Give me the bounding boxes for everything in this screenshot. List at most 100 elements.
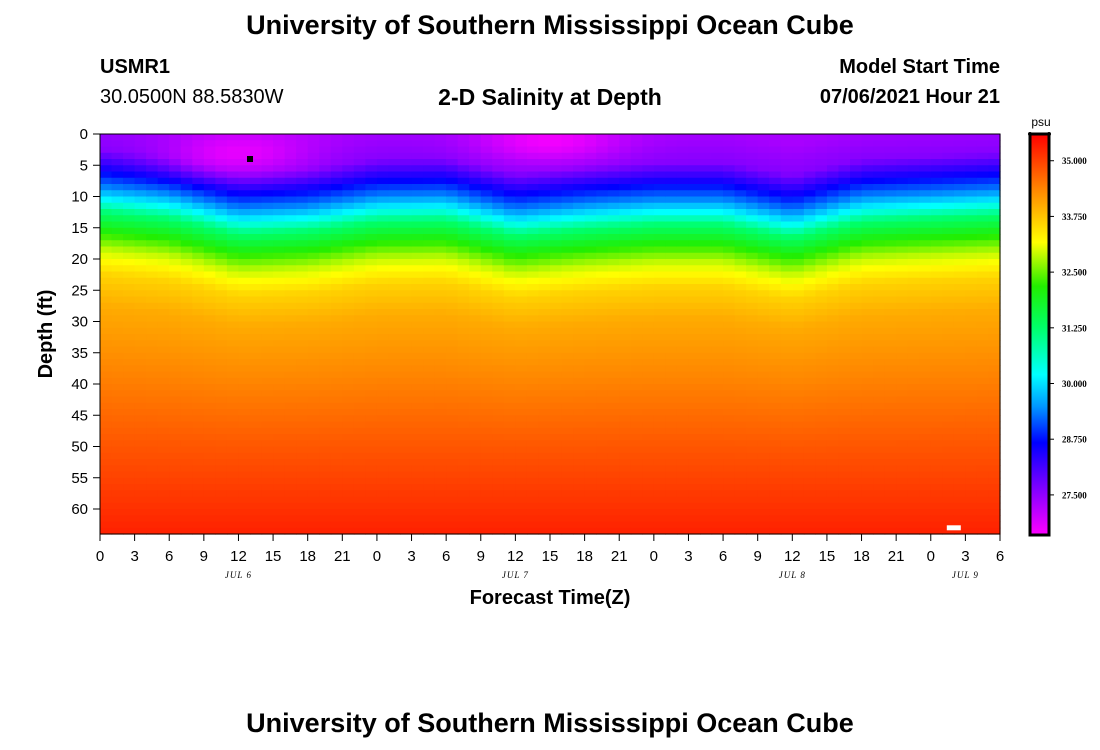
- heatmap-cell: [330, 421, 343, 429]
- heatmap-cell: [353, 215, 366, 223]
- heatmap-cell: [446, 384, 459, 391]
- heatmap-cell: [596, 321, 609, 329]
- heatmap-cell: [400, 196, 413, 204]
- heatmap-cell: [965, 352, 978, 360]
- heatmap-cell: [953, 496, 966, 504]
- heatmap-cell: [861, 165, 874, 173]
- heatmap-cell: [573, 521, 586, 529]
- heatmap-cell: [723, 409, 736, 416]
- heatmap-cell: [907, 165, 920, 173]
- heatmap-cell: [596, 190, 609, 198]
- heatmap-cell: [146, 184, 159, 191]
- heatmap-cell: [930, 415, 943, 423]
- heatmap-cell: [169, 184, 182, 191]
- heatmap-cell: [815, 152, 828, 160]
- heatmap-cell: [376, 265, 390, 273]
- heatmap-cell: [769, 271, 782, 279]
- heatmap-cell: [376, 227, 390, 235]
- heatmap-cell: [711, 184, 724, 191]
- heatmap-cell: [503, 359, 516, 366]
- heatmap-cell: [330, 477, 343, 485]
- heatmap-cell: [538, 359, 551, 366]
- heatmap-cell: [665, 302, 678, 310]
- heatmap-cell: [503, 452, 516, 460]
- heatmap-cell: [100, 409, 113, 416]
- heatmap-cell: [896, 515, 909, 523]
- heatmap-cell: [180, 496, 193, 504]
- heatmap-cell: [619, 427, 632, 435]
- heatmap-cell: [215, 309, 228, 316]
- heatmap-cell: [907, 365, 920, 373]
- heatmap-cell: [630, 459, 643, 466]
- heatmap-cell: [169, 246, 182, 254]
- heatmap-cell: [330, 296, 343, 304]
- heatmap-cell: [861, 221, 874, 229]
- heatmap-cell: [319, 221, 332, 229]
- heatmap-cell: [123, 240, 136, 248]
- heatmap-cell: [676, 196, 690, 204]
- heatmap-cell: [457, 346, 470, 354]
- heatmap-cell: [769, 321, 782, 329]
- heatmap-cell: [480, 515, 493, 523]
- heatmap-cell: [711, 327, 724, 335]
- heatmap-cell: [319, 459, 332, 466]
- heatmap-cell: [423, 440, 436, 448]
- heatmap-cell: [526, 159, 540, 166]
- heatmap-cell: [365, 502, 378, 510]
- heatmap-cell: [896, 240, 909, 248]
- heatmap-cell: [307, 502, 320, 510]
- heatmap-cell: [342, 377, 355, 385]
- heatmap-cell: [619, 309, 632, 316]
- heatmap-cell: [953, 146, 966, 154]
- heatmap-cell: [607, 152, 620, 160]
- heatmap-cell: [723, 496, 736, 504]
- heatmap-cell: [700, 452, 713, 460]
- heatmap-cell: [665, 484, 678, 491]
- heatmap-cell: [550, 340, 563, 348]
- heatmap-cell: [296, 415, 309, 423]
- heatmap-cell: [896, 171, 909, 179]
- heatmap-cell: [146, 434, 159, 441]
- heatmap-cell: [538, 284, 551, 291]
- heatmap-cell: [573, 290, 586, 298]
- heatmap-cell: [734, 384, 747, 391]
- heatmap-cell: [907, 202, 920, 210]
- heatmap-cell: [538, 340, 551, 348]
- heatmap-cell: [965, 477, 978, 485]
- heatmap-cell: [250, 384, 263, 391]
- heatmap-cell: [215, 196, 228, 204]
- heatmap-cell: [896, 527, 909, 535]
- heatmap-cell: [342, 315, 355, 323]
- heatmap-cell: [457, 502, 470, 510]
- heatmap-cell: [792, 365, 805, 373]
- heatmap-cell: [503, 465, 516, 473]
- heatmap-cell: [169, 165, 182, 173]
- heatmap-cell: [203, 502, 216, 510]
- heatmap-cell: [561, 459, 574, 466]
- heatmap-cell: [307, 321, 320, 329]
- heatmap-cell: [873, 384, 886, 391]
- heatmap-cell: [803, 152, 816, 160]
- heatmap-cell: [965, 309, 978, 316]
- heatmap-cell: [561, 365, 574, 373]
- heatmap-cell: [365, 196, 378, 204]
- heatmap-cell: [446, 309, 459, 316]
- heatmap-cell: [480, 246, 493, 254]
- heatmap-cell: [457, 490, 470, 498]
- heatmap-cell: [630, 334, 643, 341]
- heatmap-cell: [953, 252, 966, 260]
- heatmap-cell: [550, 427, 563, 435]
- heatmap-cell: [307, 171, 320, 179]
- heatmap-cell: [757, 296, 770, 304]
- heatmap-cell: [376, 402, 390, 410]
- heatmap-cell: [111, 177, 124, 185]
- heatmap-cell: [492, 527, 505, 535]
- heatmap-cell: [630, 202, 643, 210]
- heatmap-cell: [803, 440, 816, 448]
- heatmap-cell: [296, 177, 309, 185]
- heatmap-cell: [330, 284, 343, 291]
- heatmap-cell: [676, 396, 690, 404]
- heatmap-cell: [169, 259, 182, 266]
- heatmap-cell: [538, 515, 551, 523]
- heatmap-cell: [850, 209, 863, 216]
